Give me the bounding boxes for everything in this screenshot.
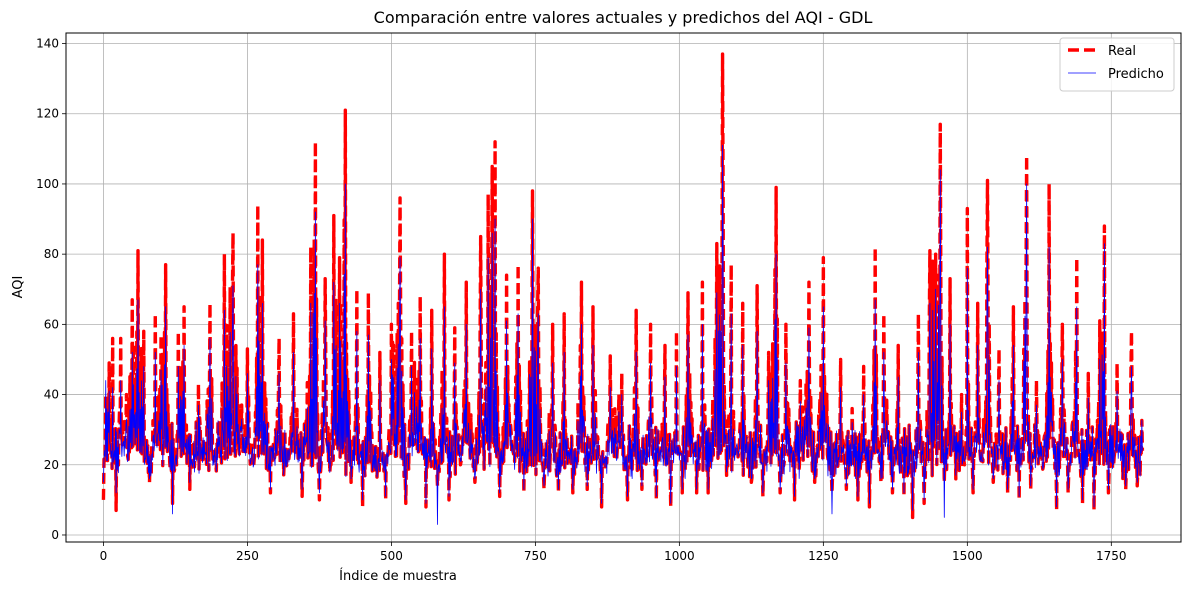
x-tick-label: 750: [524, 549, 547, 563]
y-tick-label: 20: [44, 458, 59, 472]
y-tick-label: 60: [44, 317, 59, 331]
chart-title: Comparación entre valores actuales y pre…: [374, 8, 873, 27]
series-predicho-line: [103, 144, 1143, 525]
x-tick-label: 1000: [664, 549, 695, 563]
x-tick-label: 0: [100, 549, 108, 563]
y-axis-ticks: 0 20 40 60 80 100 120 140: [36, 37, 66, 542]
x-tick-label: 1500: [952, 549, 983, 563]
y-tick-label: 100: [36, 177, 59, 191]
x-tick-label: 1250: [808, 549, 839, 563]
y-tick-label: 140: [36, 37, 59, 51]
y-tick-label: 120: [36, 107, 59, 121]
legend: Real Predicho: [1059, 37, 1175, 92]
x-axis-label: Índice de muestra: [339, 568, 457, 584]
plot-frame: [65, 32, 1182, 543]
x-tick-label: 500: [380, 549, 403, 563]
legend-predicho-label: Predicho: [1108, 67, 1164, 82]
y-tick-label: 40: [44, 388, 59, 402]
y-tick-label: 0: [51, 528, 59, 542]
x-axis-ticks: 0 250 500 750 1000 1250 1500 1750: [100, 542, 1127, 563]
x-tick-label: 250: [236, 549, 259, 563]
y-tick-label: 80: [44, 247, 59, 261]
y-axis-label: AQI: [11, 276, 26, 299]
legend-real-label: Real: [1108, 44, 1136, 59]
x-tick-label: 1750: [1096, 549, 1127, 563]
